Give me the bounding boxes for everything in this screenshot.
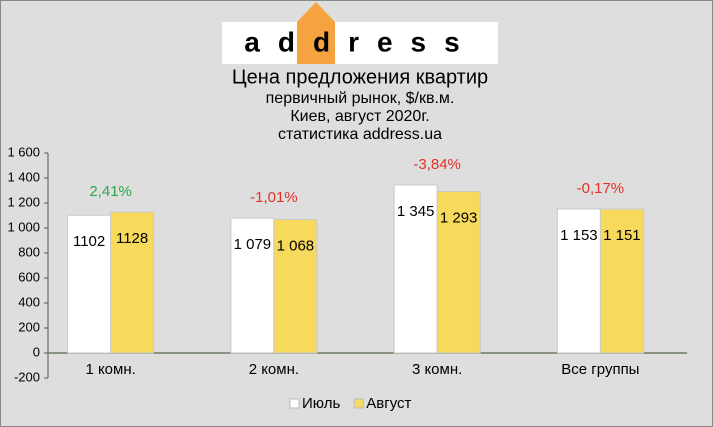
chart-subtitle: статистика address.ua xyxy=(278,126,442,143)
legend-label: Август xyxy=(366,395,411,412)
x-tick-label: 1 комн. xyxy=(85,361,135,378)
y-tick-label: 1 400 xyxy=(7,169,40,184)
y-tick-label: 0 xyxy=(33,344,40,359)
y-tick-label: 1 000 xyxy=(7,219,40,234)
bar xyxy=(599,208,644,354)
logo-box xyxy=(222,22,498,64)
change-label: -0,17% xyxy=(577,180,625,197)
x-tick-label: 2 комн. xyxy=(249,361,299,378)
y-tick-label: 1 600 xyxy=(7,144,40,159)
y-tick-label: 800 xyxy=(18,244,40,259)
y-tick-label: 1 200 xyxy=(7,194,40,209)
x-tick-label: Все группы xyxy=(561,361,639,378)
logo-arrow xyxy=(297,2,335,64)
bar xyxy=(230,217,275,354)
value-label: 1 079 xyxy=(234,236,272,253)
value-label: 1 345 xyxy=(397,203,435,220)
bar xyxy=(436,190,481,354)
value-label: 1 153 xyxy=(560,227,598,244)
legend-label: Июль xyxy=(302,395,340,412)
y-tick-label: 600 xyxy=(18,269,40,284)
change-label: -1,01% xyxy=(250,189,298,206)
chart-title: Цена предложения квартир xyxy=(232,66,488,88)
bar xyxy=(110,211,155,354)
value-label: 1 068 xyxy=(277,237,315,254)
value-label: 1 293 xyxy=(440,209,478,226)
y-tick-label: 400 xyxy=(18,294,40,309)
value-label: 1102 xyxy=(73,233,105,250)
change-label: -3,84% xyxy=(413,156,461,173)
legend-swatch xyxy=(353,398,364,409)
chart-subtitle: первичный рынок, $/кв.м. xyxy=(266,90,455,107)
chart-subtitle: Киев, август 2020г. xyxy=(290,108,429,125)
y-tick-label: 200 xyxy=(18,319,40,334)
bar xyxy=(273,219,318,354)
legend-swatch xyxy=(289,398,300,409)
logo: address xyxy=(244,26,477,57)
value-label: 1 151 xyxy=(603,227,641,244)
change-label: 2,41% xyxy=(89,183,132,200)
bar xyxy=(393,184,438,354)
y-tick-label: -200 xyxy=(14,369,40,384)
value-label: 1128 xyxy=(116,230,148,247)
x-tick-label: 3 комн. xyxy=(412,361,462,378)
